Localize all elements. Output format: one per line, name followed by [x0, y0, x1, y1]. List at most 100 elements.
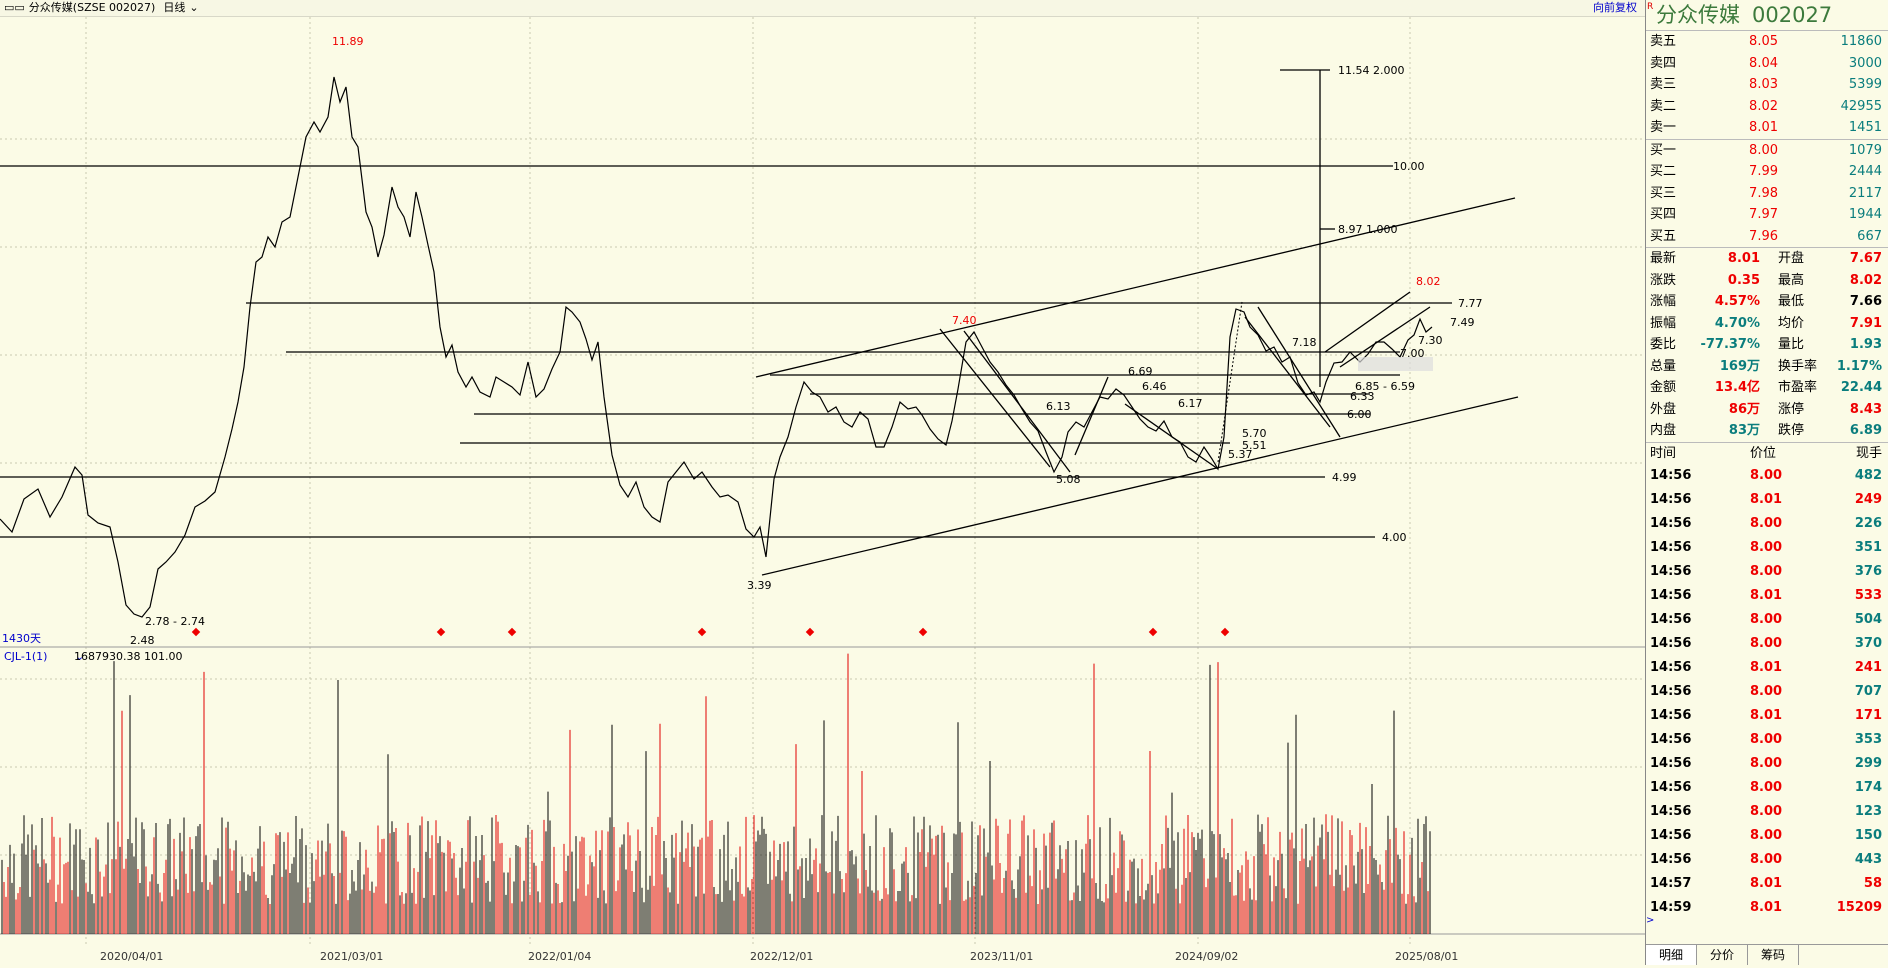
quote-value: 4.57% [1714, 294, 1760, 309]
quote-value: 1.93 [1849, 337, 1882, 352]
highlight-band [1358, 357, 1433, 371]
tick-time: 14:56 [1650, 611, 1692, 627]
ticks-header-price: 价位 [1750, 445, 1777, 461]
tick-row[interactable]: 14:56 8.01 249 [1646, 488, 1888, 512]
stock-name: 分众传媒 [1656, 3, 1740, 27]
quote-row: 委比 -77.37% 量比 1.93 [1646, 334, 1888, 356]
tick-row[interactable]: 14:56 8.00 226 [1646, 512, 1888, 536]
quote-row: 总量 169万 换手率 1.17% [1646, 356, 1888, 378]
tick-row[interactable]: 14:56 8.00 504 [1646, 608, 1888, 632]
tick-price: 8.00 [1750, 851, 1783, 867]
tick-volume: 174 [1854, 779, 1882, 795]
quote-label: 涨跌 [1650, 272, 1677, 288]
quote-value: 7.66 [1849, 294, 1882, 309]
tick-row[interactable]: 14:56 8.00 174 [1646, 776, 1888, 800]
quote-row: 振幅 4.70% 均价 7.91 [1646, 313, 1888, 335]
bid-row[interactable]: 买三 7.98 2117 [1650, 185, 1882, 201]
tab-detail[interactable]: 明细 [1646, 945, 1697, 965]
tick-time: 14:56 [1650, 827, 1692, 843]
quote-label: 振幅 [1650, 315, 1677, 331]
quote-row: 最新 8.01 开盘 7.67 [1646, 248, 1888, 270]
quote-value: 4.70% [1714, 315, 1760, 331]
level-537: 5.37 [1228, 448, 1253, 461]
quote-value: -77.37% [1700, 337, 1760, 352]
tick-row[interactable]: 14:56 8.00 482 [1646, 464, 1888, 488]
volume-indicator-name[interactable]: CJL-1(1) [4, 650, 47, 663]
quote-label: 委比 [1650, 337, 1677, 352]
kline-chart-area[interactable]: 11.89 2.48 2.78 - 2.74 3.39 7.40 8.02 5.… [0, 17, 1645, 965]
tab-chips[interactable]: 筹码 [1748, 945, 1799, 965]
tick-volume: 504 [1854, 611, 1882, 627]
current-tick-marker-icon: > [1646, 915, 1655, 926]
ask-row[interactable]: 卖三 8.03 5399 [1650, 77, 1882, 92]
tick-time: 14:56 [1650, 731, 1692, 747]
ask-row[interactable]: 卖二 8.02 42955 [1650, 98, 1882, 114]
kline-chart-svg[interactable]: 11.89 2.48 2.78 - 2.74 3.39 7.40 8.02 5.… [0, 17, 1645, 965]
quote-value: 6.89 [1849, 423, 1882, 438]
tick-list[interactable]: 14:56 8.00 482 14:56 8.01 249 14:56 8.00 226 14:5… [1646, 464, 1888, 920]
signal-markers [191, 627, 1230, 637]
tick-volume: 533 [1854, 587, 1882, 603]
ticks-header-vol: 现手 [1855, 445, 1882, 461]
quote-value: 83万 [1728, 423, 1760, 438]
ask-row[interactable]: 卖一 8.01 1451 [1650, 120, 1882, 135]
tick-row[interactable]: 14:56 8.01 533 [1646, 584, 1888, 608]
volume-indicator-chevron-icon[interactable]: ⌄ [75, 650, 84, 663]
bid-row[interactable]: 买二 7.99 2444 [1650, 164, 1882, 179]
tick-time: 14:56 [1650, 683, 1692, 699]
bid-row[interactable]: 买一 8.00 1079 [1650, 142, 1882, 158]
bid-row[interactable]: 买四 7.97 1944 [1650, 207, 1882, 222]
tick-time: 14:56 [1650, 515, 1692, 531]
tab-price-distribution[interactable]: 分价 [1697, 945, 1748, 965]
quote-row: 涨幅 4.57% 最低 7.66 [1646, 291, 1888, 313]
tick-time: 14:59 [1650, 899, 1692, 915]
tick-row[interactable]: 14:56 8.00 351 [1646, 536, 1888, 560]
panel-tabs: 明细 分价 筹码 [1646, 944, 1888, 965]
tick-row[interactable]: 14:56 8.00 150 [1646, 824, 1888, 848]
tick-row[interactable]: 14:56 8.00 299 [1646, 752, 1888, 776]
tick-row[interactable]: 14:56 8.00 353 [1646, 728, 1888, 752]
date-tick: 2024/09/02 [1175, 950, 1238, 963]
chart-header-bar: ▭▭ 分众传媒(SZSE 002027) 日线 ⌄ 向前复权 [0, 0, 1645, 17]
tick-row[interactable]: 14:57 8.01 58 [1646, 872, 1888, 896]
level-617: 6.17 [1178, 397, 1203, 410]
price-gridlines [0, 138, 1645, 464]
tick-time: 14:56 [1650, 467, 1692, 483]
window-menu-icon[interactable]: ▭▭ [4, 1, 25, 14]
tick-row[interactable]: 14:56 8.00 123 [1646, 800, 1888, 824]
annotation-high: 11.89 [332, 35, 364, 48]
tick-time: 14:56 [1650, 539, 1692, 555]
tick-volume: 482 [1854, 467, 1882, 483]
period-selector[interactable]: 日线 ⌄ [159, 1, 198, 14]
tick-price: 8.00 [1750, 467, 1783, 483]
annotation-recent-high: 8.02 [1416, 275, 1441, 288]
tick-time: 14:56 [1650, 563, 1692, 579]
tick-volume: 376 [1854, 563, 1882, 579]
level-646: 6.46 [1142, 380, 1167, 393]
panel-divider[interactable] [1645, 0, 1646, 965]
tick-volume: 351 [1854, 539, 1882, 555]
tick-row[interactable]: 14:56 8.01 241 [1646, 656, 1888, 680]
tick-volume: 443 [1854, 851, 1882, 867]
restore-mode-button[interactable]: 向前复权 [1593, 1, 1637, 14]
ask-row[interactable]: 卖四 8.04 3000 [1650, 55, 1882, 71]
tick-row[interactable]: 14:56 8.00 443 [1646, 848, 1888, 872]
bid-row[interactable]: 买五 7.96 667 [1650, 228, 1882, 244]
quote-value: 1.17% [1836, 358, 1882, 374]
quote-value: 8.43 [1849, 401, 1882, 417]
tick-volume: 58 [1863, 875, 1882, 891]
tick-row[interactable]: 14:56 8.00 370 [1646, 632, 1888, 656]
level-669: 6.69 [1128, 365, 1153, 378]
tick-volume: 249 [1854, 491, 1882, 507]
quote-label: 换手率 [1778, 358, 1818, 374]
level-700: 7.00 [1400, 347, 1425, 360]
ask-row[interactable]: 卖五 8.05 11860 [1650, 34, 1882, 49]
quote-panel: R 分众传媒 002027 卖五 8.05 11860 卖四 8.04 3000 卖三 8.… [1646, 0, 1888, 965]
level-570: 5.70 [1242, 427, 1267, 440]
tick-row[interactable]: 14:59 8.01 15209 [1646, 896, 1888, 920]
tick-price: 8.00 [1750, 731, 1783, 747]
tick-row[interactable]: 14:56 8.00 376 [1646, 560, 1888, 584]
quote-value: 8.02 [1849, 272, 1882, 288]
tick-row[interactable]: 14:56 8.01 171 [1646, 704, 1888, 728]
tick-row[interactable]: 14:56 8.00 707 [1646, 680, 1888, 704]
